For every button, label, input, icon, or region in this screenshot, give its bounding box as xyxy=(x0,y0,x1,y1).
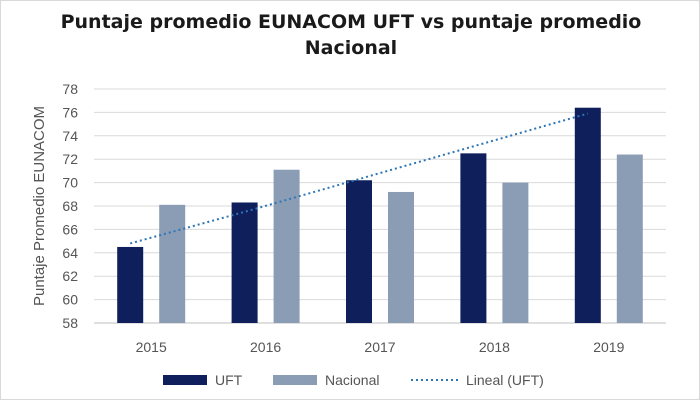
y-tick-label: 62 xyxy=(62,268,78,284)
chart-title-line-1: Puntaje promedio EUNACOM UFT vs puntaje … xyxy=(60,11,642,33)
y-tick-label: 72 xyxy=(62,151,78,167)
chart-title-line-2: Nacional xyxy=(304,37,398,59)
legend-swatch-uft xyxy=(163,375,207,385)
x-tick-label: 2019 xyxy=(593,339,624,355)
bar-nacional-2017 xyxy=(388,191,414,323)
y-tick-label: 78 xyxy=(62,81,78,97)
y-tick-label: 66 xyxy=(62,221,78,237)
y-tick-label: 58 xyxy=(62,315,78,331)
y-tick-label: 76 xyxy=(62,104,78,120)
trendline-lineal-uft xyxy=(129,112,589,245)
bar-nacional-2018 xyxy=(502,182,529,323)
y-tick-label: 68 xyxy=(62,198,78,214)
x-tick-label: 2016 xyxy=(250,339,281,355)
y-tick-label: 74 xyxy=(62,128,78,144)
bar-uft-2019 xyxy=(574,107,601,323)
legend-label-nacional: Nacional xyxy=(325,372,379,388)
y-tick-label: 70 xyxy=(62,175,78,191)
y-tick-label: 60 xyxy=(62,292,78,308)
chart-title: Puntaje promedio EUNACOM UFT vs puntaje … xyxy=(1,9,700,61)
bar-nacional-2015 xyxy=(159,204,186,323)
bar-uft-2017 xyxy=(346,180,372,323)
y-axis-label: Puntaje Promedio EUNACOM xyxy=(31,106,48,306)
y-tick-label: 64 xyxy=(62,245,78,261)
x-tick-label: 2018 xyxy=(479,339,510,355)
bar-nacional-2019 xyxy=(616,154,643,323)
bar-nacional-2016 xyxy=(273,169,300,323)
x-tick-label: 2015 xyxy=(136,339,167,355)
bar-uft-2018 xyxy=(460,153,487,323)
bar-uft-2016 xyxy=(231,202,258,323)
x-tick-label: 2017 xyxy=(364,339,395,355)
legend-label-uft: UFT xyxy=(215,372,243,388)
legend-label-trendline: Lineal (UFT) xyxy=(466,372,544,388)
legend-swatch-nacional xyxy=(273,375,317,385)
bar-uft-2015 xyxy=(117,246,144,323)
